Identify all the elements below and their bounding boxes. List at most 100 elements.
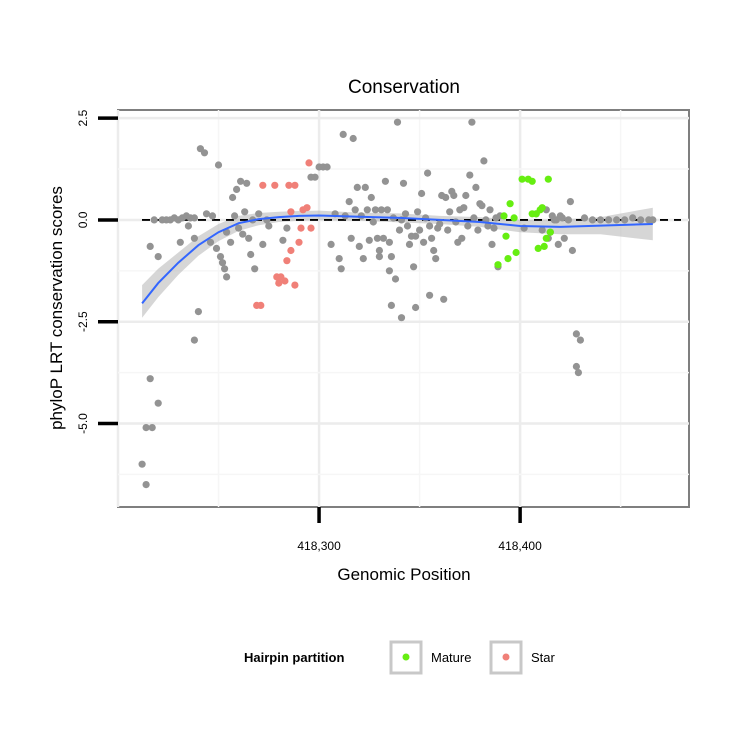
data-point-other [466,171,474,179]
legend-dot-star [502,653,510,661]
data-point-other [146,375,154,383]
legend-title: Hairpin partition [244,650,344,665]
legend-dot-mature [402,653,410,661]
data-point-other [241,208,249,216]
data-point-other [371,206,379,214]
data-point-other [596,216,605,224]
legend-key-mature [389,640,423,675]
data-point-other [154,253,162,261]
data-point-other [637,216,645,224]
data-point-other [588,216,597,224]
data-point-other [393,118,402,126]
legend-label-star: Star [531,650,556,665]
data-point-other [218,259,227,267]
data-point-other [373,234,381,242]
data-point-other [464,222,472,230]
data-point-other [138,460,146,468]
data-point-other [221,265,229,273]
data-point-other [414,208,422,216]
data-point-mature [534,244,542,252]
data-point-other [212,244,221,252]
data-point-other [432,255,440,263]
data-point-other [375,246,383,255]
data-point-other [436,220,444,228]
data-point-other [416,226,424,234]
data-point-other [283,224,291,232]
data-points [138,118,657,489]
data-point-other [381,177,389,185]
axes: 418,300 418,400 2.5 0.0 -2.5 -5.0 [76,109,542,553]
data-point-other [422,214,430,222]
data-point-other [572,362,581,371]
x-tick-label: 418,300 [297,539,341,553]
data-point-star [295,238,303,246]
data-point-other [452,218,460,226]
y-tick-label: -5.0 [76,413,90,434]
data-point-other [142,481,150,489]
data-point-other [444,226,452,234]
chart-title: Conservation [348,77,460,98]
data-point-other [216,253,225,261]
data-point-other [363,206,371,214]
data-point-mature [500,212,508,220]
data-point-other [560,234,568,242]
data-point-other [194,308,202,316]
data-point-other [383,206,391,214]
data-point-other [255,210,263,218]
data-point-star [303,204,311,212]
data-point-other [154,399,162,407]
data-point-other [375,253,383,261]
data-point-other [538,226,546,234]
data-point-other [311,173,319,181]
x-axis-title: Genomic Position [337,565,470,584]
data-point-other [377,206,385,214]
data-point-star [305,159,313,167]
data-point-other [395,226,404,234]
data-point-other [450,191,458,200]
data-point-other [412,303,420,312]
data-point-other [214,161,223,169]
data-point-other [488,240,496,248]
data-point-other [478,202,486,210]
data-point-other [229,193,237,202]
data-point-other [200,149,209,157]
data-point-other [428,234,436,242]
data-point-mature [502,232,510,240]
data-point-star [287,246,295,255]
data-point-mature [510,214,518,222]
data-point-other [470,214,478,222]
data-point-other [339,130,347,138]
data-point-other [202,210,211,218]
data-point-other [572,330,581,338]
data-point-star [291,281,299,289]
data-point-mature [494,261,502,269]
data-point-other [474,226,482,234]
data-point-other [387,301,395,309]
data-point-other [480,157,488,165]
data-point-other [208,212,217,220]
data-point-other [490,224,498,232]
data-point-other [605,216,613,224]
data-point-other [385,238,393,246]
data-point-star [285,181,293,189]
data-point-other [247,250,255,259]
data-point-other [367,193,375,202]
data-point-other [387,253,395,261]
data-point-other [361,183,369,191]
data-point-other [327,240,335,248]
data-point-star [287,208,295,216]
data-point-other [369,218,377,226]
data-point-other [142,424,150,432]
legend: Hairpin partition Mature Star [244,640,556,675]
data-point-other [621,216,629,224]
data-point-other [146,242,154,250]
data-point-star [271,181,279,189]
data-point-other [279,236,287,244]
data-point-other [462,191,470,200]
data-point-other [190,336,198,344]
data-point-star [291,181,299,189]
data-point-mature [544,175,552,183]
data-point-star [297,224,305,232]
data-point-other [426,222,434,230]
data-point-other [472,183,480,191]
